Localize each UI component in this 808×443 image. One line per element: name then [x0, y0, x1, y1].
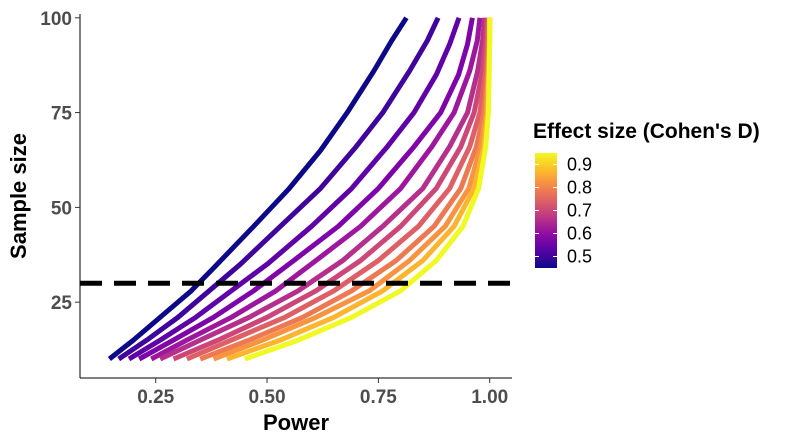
legend-tick-label: 0.7	[567, 201, 592, 221]
y-axis-title: Sample size	[6, 133, 31, 259]
x-ticks: 0.25 0.50 0.75 1.00	[137, 378, 508, 408]
legend-colorbar	[535, 153, 557, 268]
legend-title: Effect size (Cohen's D)	[533, 120, 760, 143]
x-tick-label: 0.75	[360, 387, 397, 408]
series-line-6	[172, 17, 490, 362]
series-line-2	[127, 16, 462, 362]
plot-lines	[107, 16, 493, 362]
legend-tick-label: 0.8	[567, 178, 592, 198]
legend: Effect size (Cohen's D) 0.5 0.6 0.7 0.8 0.9	[533, 120, 760, 268]
series-line-4	[150, 17, 483, 362]
legend-tick-label: 0.6	[567, 224, 592, 244]
y-tick-label: 100	[40, 9, 72, 30]
legend-ticks: 0.5 0.6 0.7 0.8 0.9	[535, 155, 592, 267]
series-line-5	[159, 17, 488, 362]
x-tick-label: 0.50	[249, 387, 286, 408]
series-line-0	[107, 16, 409, 361]
axes	[79, 14, 512, 379]
y-ticks: 25 50 75 100	[40, 9, 80, 314]
series-line-11	[243, 17, 493, 362]
y-tick-label: 50	[51, 198, 72, 219]
y-tick-label: 75	[51, 104, 73, 125]
series-line-1	[117, 16, 441, 362]
x-tick-label: 0.25	[137, 387, 174, 408]
y-tick-label: 25	[51, 293, 73, 314]
legend-tick-label: 0.9	[567, 155, 592, 175]
x-tick-label: 1.00	[471, 387, 508, 408]
series-line-3	[137, 17, 475, 362]
x-axis-title: Power	[263, 410, 329, 435]
legend-tick-label: 0.5	[567, 247, 592, 267]
